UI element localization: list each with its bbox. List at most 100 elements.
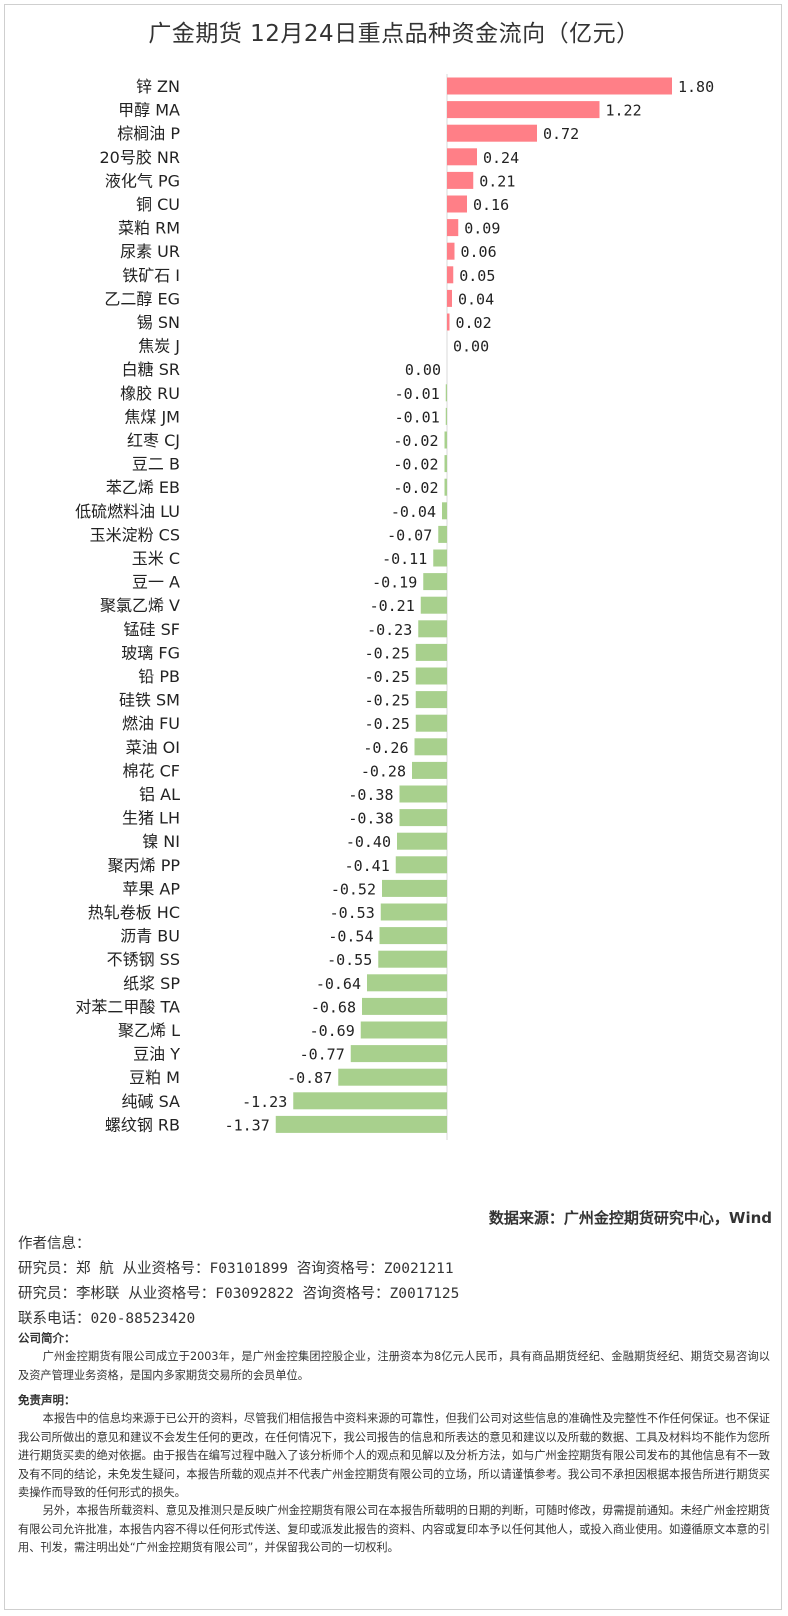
bar xyxy=(395,856,447,874)
category-label: 苯乙烯 EB xyxy=(106,478,180,497)
category-label: 红枣 CJ xyxy=(127,431,180,450)
value-label: 0.09 xyxy=(464,220,500,238)
value-label: 0.02 xyxy=(456,314,492,332)
bar xyxy=(447,313,450,331)
value-label: 1.80 xyxy=(678,78,714,96)
category-label: 铁矿石 I xyxy=(122,266,180,285)
category-label: 橡胶 RU xyxy=(120,384,180,403)
value-label: -0.40 xyxy=(346,833,391,851)
value-label: -0.02 xyxy=(393,479,438,497)
bar xyxy=(447,148,477,166)
category-label: 焦煤 JM xyxy=(124,407,180,426)
bar-chart: 锌 ZN 1.80 甲醇 MA 1.22 棕榈油 P 0.72 20号胶 NR 0.24 液化气… xyxy=(75,74,714,1140)
category-label: 玉米淀粉 CS xyxy=(90,525,180,544)
category-label: 锡 SN xyxy=(137,313,180,332)
category-label: 白糖 SR xyxy=(122,360,180,379)
value-label: 0.24 xyxy=(483,149,519,167)
category-label: 镍 NI xyxy=(142,832,180,851)
value-label: -0.38 xyxy=(348,810,393,828)
value-label: -0.41 xyxy=(345,857,390,875)
bar xyxy=(399,785,447,803)
page-frame xyxy=(4,4,782,1610)
category-label: 聚乙烯 L xyxy=(118,1021,180,1040)
bar xyxy=(447,289,452,307)
bar xyxy=(418,620,447,638)
category-label: 纸浆 SP xyxy=(123,974,180,993)
bar xyxy=(438,525,447,543)
value-label: -1.23 xyxy=(242,1093,287,1111)
value-label: -0.02 xyxy=(393,432,438,450)
bar xyxy=(444,455,447,473)
value-label: -0.25 xyxy=(365,668,410,686)
author-heading: 作者信息： xyxy=(18,1236,91,1252)
category-label: 液化气 PG xyxy=(105,171,180,190)
value-label: -0.38 xyxy=(348,786,393,804)
category-label: 锌 ZN xyxy=(136,77,180,96)
category-label: 甲醇 MA xyxy=(118,101,180,120)
value-label: -1.37 xyxy=(225,1116,270,1134)
value-label: -0.25 xyxy=(365,644,410,662)
bar xyxy=(447,101,600,119)
category-label: 聚氯乙烯 V xyxy=(100,596,180,615)
bar xyxy=(414,738,447,756)
value-label: -0.77 xyxy=(300,1046,345,1064)
bar xyxy=(415,643,447,661)
value-label: -0.69 xyxy=(310,1022,355,1040)
category-label: 豆油 Y xyxy=(133,1045,180,1064)
value-label: 0.00 xyxy=(453,338,489,356)
bar xyxy=(350,1045,447,1063)
bar xyxy=(447,124,537,142)
bar xyxy=(447,219,459,237)
category-label: 聚丙烯 PP xyxy=(108,856,181,875)
category-label: 生猪 LH xyxy=(122,809,180,828)
bar xyxy=(447,171,474,189)
category-label: 尿素 UR xyxy=(120,242,180,261)
bar xyxy=(382,879,447,897)
category-label: 不锈钢 SS xyxy=(107,950,180,969)
bar xyxy=(415,714,447,732)
bar xyxy=(420,596,447,614)
contact-phone: 联系电话：020-88523420 xyxy=(18,1311,196,1327)
category-label: 20号胶 NR xyxy=(99,148,180,167)
value-label: 0.72 xyxy=(543,125,579,143)
category-label: 玻璃 FG xyxy=(121,643,180,662)
value-label: -0.25 xyxy=(365,692,410,710)
category-label: 乙二醇 EG xyxy=(104,289,180,308)
bar xyxy=(338,1068,447,1086)
bar xyxy=(399,809,447,827)
category-label: 豆二 B xyxy=(132,455,180,474)
category-label: 豆粕 M xyxy=(129,1068,180,1087)
bar xyxy=(397,832,447,850)
category-label: 螺纹钢 RB xyxy=(105,1115,180,1134)
value-label: 0.05 xyxy=(459,267,495,285)
value-label: -0.23 xyxy=(367,621,412,639)
bar xyxy=(379,927,447,945)
bar xyxy=(412,761,447,779)
value-label: -0.52 xyxy=(331,880,376,898)
value-label: -0.55 xyxy=(327,951,372,969)
value-label: -0.68 xyxy=(311,998,356,1016)
value-label: 0.06 xyxy=(461,243,497,261)
company-heading: 公司简介： xyxy=(18,1331,76,1345)
value-label: -0.11 xyxy=(382,550,427,568)
bar xyxy=(447,77,672,95)
category-label: 铝 AL xyxy=(139,785,180,804)
category-label: 燃油 FU xyxy=(122,714,180,733)
value-label: -0.19 xyxy=(372,574,417,592)
value-label: -0.64 xyxy=(316,975,361,993)
bar xyxy=(423,573,447,591)
bar xyxy=(433,549,447,567)
category-label: 苹果 AP xyxy=(122,879,180,898)
value-label: -0.53 xyxy=(330,904,375,922)
chart-title: 广金期货 12月24日重点品种资金流向（亿元） xyxy=(148,21,640,47)
value-label: 1.22 xyxy=(606,102,642,120)
bar xyxy=(360,1021,447,1039)
category-label: 棕榈油 P xyxy=(117,124,180,143)
company-intro: 广州金控期货有限公司成立于2003年，是广州金控集团控股企业，注册资本为8亿元人… xyxy=(18,1350,770,1382)
bar xyxy=(442,502,447,520)
category-label: 低硫燃料油 LU xyxy=(75,502,180,521)
data-source: 数据来源：广州金控期货研究中心，Wind xyxy=(488,1209,772,1227)
bar xyxy=(362,997,447,1015)
value-label: -0.54 xyxy=(328,928,373,946)
category-label: 铜 CU xyxy=(136,195,180,214)
